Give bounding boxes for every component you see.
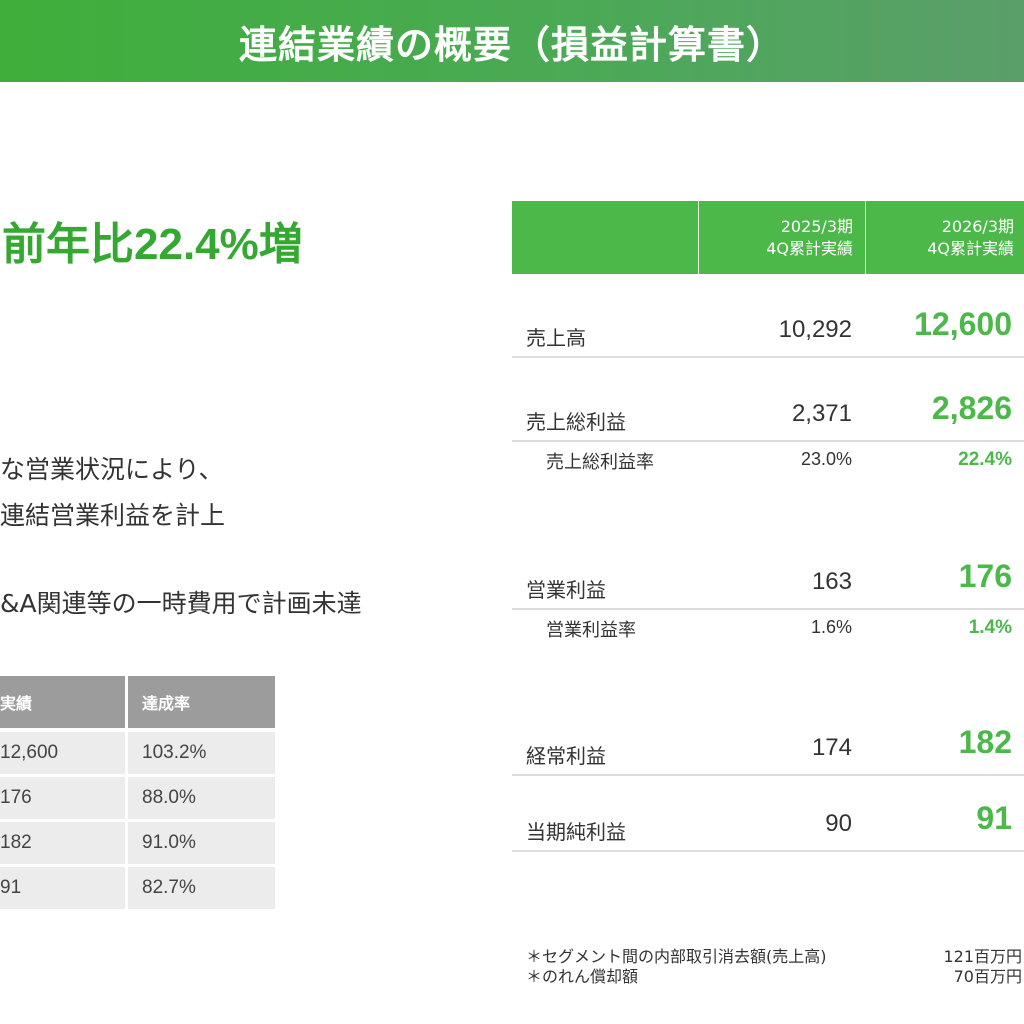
row-prev-value: 1.6% (810, 617, 852, 637)
row-label: 売上高 (526, 326, 586, 350)
table-row: 182 91.0% (0, 822, 275, 864)
cell-rate: 103.2% (128, 732, 275, 774)
header-prev-period: 2025/3期 4Q累計実績 (699, 201, 866, 274)
table-row: 91 82.7% (0, 867, 275, 909)
footnote-elimination-label: ＊セグメント間の内部取引消去額(売上高) (526, 947, 827, 966)
row-label: 売上総利益率 (546, 452, 654, 473)
cell-actual: 91 (0, 867, 125, 909)
row-cur-value: 22.4% (958, 449, 1012, 470)
row-cur-value: 12,600 (914, 306, 1012, 342)
header-actual: 実績 (0, 676, 125, 728)
row-prev-value: 10,292 (778, 316, 852, 343)
header-achievement-rate: 達成率 (128, 676, 275, 728)
row-cur-value: 1.4% (968, 617, 1012, 638)
achievement-table: 実績 達成率 12,600 103.2% 176 88.0% 182 91.0%… (0, 676, 275, 912)
header-blank-cell (512, 201, 699, 274)
row-prev-value: 90 (825, 810, 852, 837)
row-cur-value: 2,826 (931, 390, 1012, 426)
header-prev-line1: 2025/3期 (780, 216, 853, 236)
note-line-1: な営業状況により、 (0, 455, 224, 484)
row-prev-value: 174 (811, 734, 852, 761)
income-table-header: 2025/3期 4Q累計実績 2026/3期 4Q累計実績 (512, 201, 1024, 274)
slide-title: 連結業績の概要（損益計算書） (238, 22, 785, 67)
row-label: 経常利益 (526, 744, 606, 768)
footnote-goodwill-value: 70百万円 (953, 967, 1022, 986)
cell-rate: 88.0% (128, 777, 275, 819)
row-prev-value: 163 (811, 568, 852, 595)
row-gross-margin: 売上総利益率 23.0% 22.4% (512, 442, 1024, 476)
row-cur-value: 176 (958, 558, 1012, 594)
table-header-row: 実績 達成率 (0, 676, 275, 728)
note-line-3: &A関連等の一時費用で計画未達 (0, 589, 362, 618)
row-cur-value: 182 (958, 724, 1012, 760)
header-cur-line2: 4Q累計実績 (927, 238, 1014, 258)
note-line-2: 連結営業利益を計上 (0, 501, 226, 530)
cell-rate: 91.0% (128, 822, 275, 864)
cell-actual: 176 (0, 777, 125, 819)
row-label: 営業利益率 (546, 620, 636, 641)
footnote-elimination-value: 121百万円 (943, 947, 1022, 966)
header-cur-period: 2026/3期 4Q累計実績 (866, 201, 1024, 274)
row-operating-margin: 営業利益率 1.6% 1.4% (512, 610, 1024, 644)
cell-actual: 12,600 (0, 732, 125, 774)
row-prev-value: 2,371 (791, 400, 852, 427)
row-net-sales: 売上高 10,292 12,600 (512, 300, 1024, 358)
header-prev-line2: 4Q累計実績 (766, 238, 853, 258)
row-operating-income: 営業利益 163 176 (512, 552, 1024, 610)
header-cur-line1: 2026/3期 (941, 216, 1014, 236)
slide-header: 連結業績の概要（損益計算書） (0, 0, 1024, 82)
headline: 前年比22.4%増 (2, 220, 303, 269)
row-cur-value: 91 (976, 800, 1012, 836)
footnote-goodwill-label: ＊のれん償却額 (526, 967, 639, 986)
cell-actual: 182 (0, 822, 125, 864)
table-row: 12,600 103.2% (0, 732, 275, 774)
cell-rate: 82.7% (128, 867, 275, 909)
table-row: 176 88.0% (0, 777, 275, 819)
row-ordinary-income: 経常利益 174 182 (512, 718, 1024, 776)
row-label: 売上総利益 (526, 410, 626, 434)
row-net-income: 当期純利益 90 91 (512, 794, 1024, 852)
row-prev-value: 23.0% (800, 449, 852, 469)
row-label: 当期純利益 (526, 820, 626, 844)
row-gross-profit: 売上総利益 2,371 2,826 (512, 384, 1024, 442)
row-label: 営業利益 (526, 578, 606, 602)
